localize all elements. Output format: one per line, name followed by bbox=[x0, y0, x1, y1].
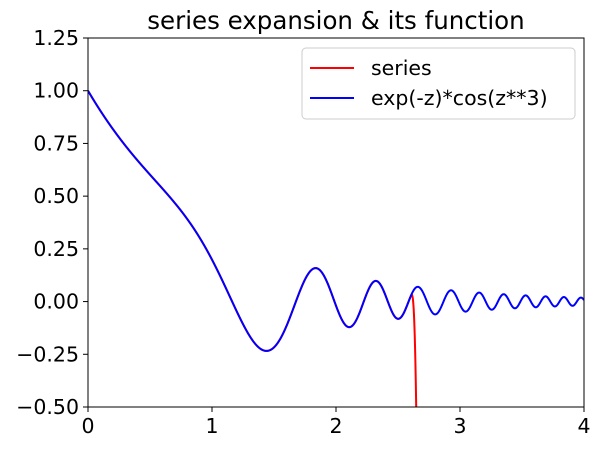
plot-lines bbox=[88, 89, 584, 407]
legend: series exp(-z)*cos(z**3) bbox=[301, 47, 576, 120]
x-tick-label: 2 bbox=[329, 414, 342, 438]
y-tick-label: 0.75 bbox=[33, 131, 79, 155]
x-tick-label: 1 bbox=[205, 414, 218, 438]
x-axis: 0 1 2 3 4 bbox=[81, 407, 591, 438]
legend-label-0: series bbox=[371, 56, 432, 80]
y-tick-label: 0.25 bbox=[33, 237, 79, 261]
y-tick-label: −0.50 bbox=[16, 395, 79, 419]
y-axis: −0.50 −0.25 0.00 0.25 0.50 0.75 1.00 1.25 bbox=[16, 26, 88, 419]
y-tick-label: 0.50 bbox=[33, 184, 79, 208]
series-line-0 bbox=[88, 89, 418, 407]
y-tick-label: 1.25 bbox=[33, 26, 79, 50]
y-tick-label: 0.00 bbox=[33, 290, 79, 314]
y-tick-label: −0.25 bbox=[16, 342, 79, 366]
legend-box bbox=[301, 47, 576, 120]
series-line-1 bbox=[88, 90, 584, 352]
x-tick-label: 3 bbox=[453, 414, 466, 438]
x-tick-label: 4 bbox=[577, 414, 590, 438]
legend-label-1: exp(-z)*cos(z**3) bbox=[371, 86, 548, 110]
chart-title: series expansion & its function bbox=[147, 6, 524, 35]
y-tick-label: 1.00 bbox=[33, 79, 79, 103]
x-tick-label: 0 bbox=[81, 414, 94, 438]
